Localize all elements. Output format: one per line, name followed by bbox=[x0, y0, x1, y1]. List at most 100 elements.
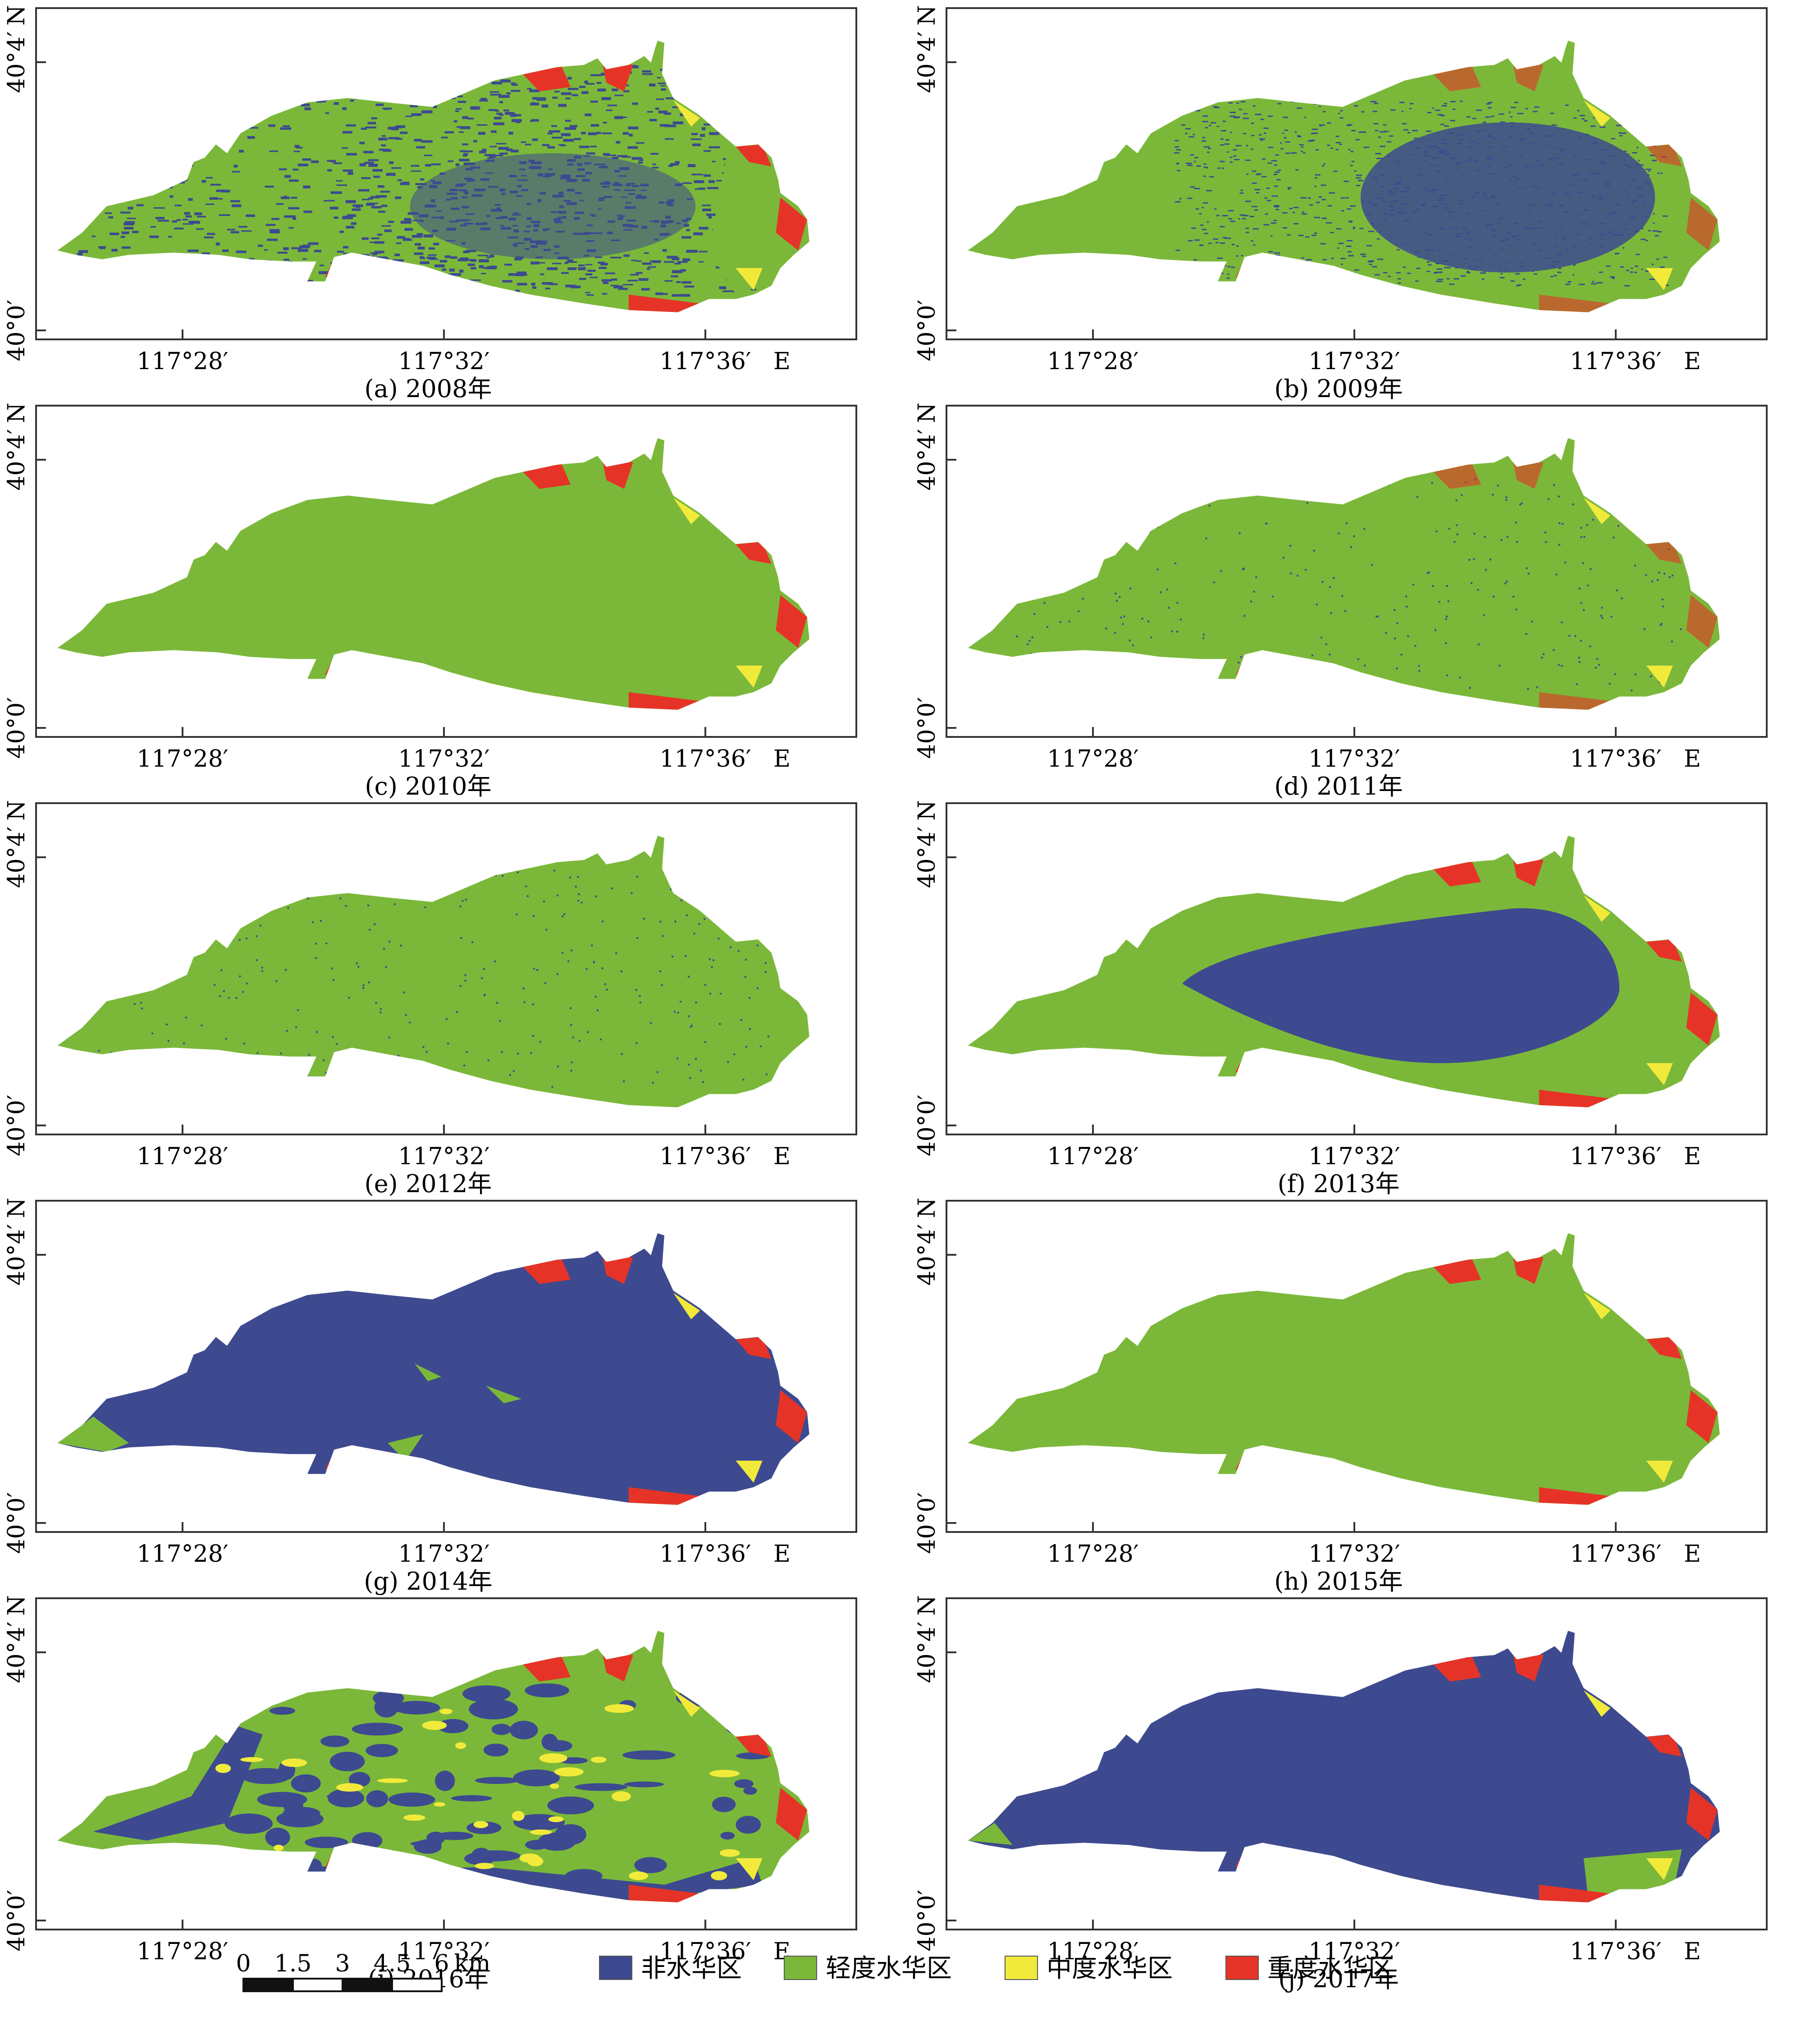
lon-tick-label: 117°28′ bbox=[137, 1143, 228, 1170]
lon-tick-label: 117°28′ bbox=[1047, 1938, 1138, 1965]
lon-tick-label: 117°36′ bbox=[1570, 348, 1661, 375]
legend-label: 中度水华区 bbox=[1047, 1954, 1173, 1983]
lat-tick-label: 40°4′ bbox=[914, 429, 941, 490]
lon-tick-label: 117°32′ bbox=[1308, 1938, 1400, 1965]
legend-item: 轻度水华区 bbox=[784, 1954, 952, 1983]
lat-unit-label: N bbox=[3, 1595, 30, 1616]
lat-tick-label: 40°4′ bbox=[3, 1224, 30, 1285]
lake-map bbox=[57, 1631, 809, 1902]
map-panel-b: 117°28′ 117°32′ 117°36′ E 40°0′ 40°4′ N (b) 200… bbox=[914, 5, 1768, 403]
lon-tick-label: 117°32′ bbox=[1308, 1541, 1400, 1568]
lon-unit-label: E bbox=[1684, 1938, 1701, 1965]
map-panel-a: 117°28′ 117°32′ 117°36′ E 40°0′ 40°4′ N (a) 200… bbox=[3, 5, 857, 403]
lon-unit-label: E bbox=[773, 1541, 791, 1568]
lon-unit-label: E bbox=[1684, 1143, 1701, 1170]
lon-tick-label: 117°32′ bbox=[1308, 348, 1400, 375]
map-panel-c: 117°28′ 117°32′ 117°36′ E 40°0′ 40°4′ N (c) 201… bbox=[3, 402, 857, 800]
lon-unit-label: E bbox=[1684, 745, 1701, 773]
lat-tick-label: 40°0′ bbox=[914, 1889, 941, 1951]
lat-unit-label: N bbox=[914, 402, 941, 423]
lon-tick-label: 117°36′ bbox=[659, 1938, 751, 1965]
scale-bar: 0 1.5 3 4.5 6 km bbox=[236, 1950, 491, 1992]
lon-unit-label: E bbox=[1684, 348, 1701, 375]
lon-tick-label: 117°36′ bbox=[659, 348, 751, 375]
lon-tick-label: 117°36′ bbox=[1570, 1143, 1661, 1170]
lake-map bbox=[968, 41, 1720, 312]
lake-map bbox=[57, 438, 809, 710]
lon-tick-label: 117°28′ bbox=[1047, 1143, 1138, 1170]
scale-tick-label: 4.5 bbox=[374, 1950, 411, 1977]
lon-tick-label: 117°28′ bbox=[137, 1938, 228, 1965]
lake-map bbox=[57, 1233, 809, 1505]
panel-caption: (g) 2014年 bbox=[364, 1567, 492, 1596]
lon-tick-label: 117°32′ bbox=[398, 348, 489, 375]
lon-tick-label: 117°36′ bbox=[659, 1541, 751, 1568]
legend-item: 非水华区 bbox=[599, 1954, 742, 1983]
lat-unit-label: N bbox=[3, 800, 30, 821]
lat-tick-label: 40°4′ bbox=[3, 31, 30, 93]
panel-caption: (b) 2009年 bbox=[1274, 375, 1403, 403]
legend-item: 中度水华区 bbox=[1005, 1954, 1173, 1983]
lon-tick-label: 117°32′ bbox=[398, 745, 489, 773]
lat-tick-label: 40°0′ bbox=[3, 1889, 30, 1951]
panel-caption: (c) 2010年 bbox=[365, 772, 492, 800]
lat-unit-label: N bbox=[3, 5, 30, 26]
lat-unit-label: N bbox=[3, 1198, 30, 1218]
lon-unit-label: E bbox=[1684, 1541, 1701, 1568]
scale-tick-label: 6 bbox=[434, 1950, 449, 1977]
lat-tick-label: 40°4′ bbox=[3, 826, 30, 888]
lon-tick-label: 117°32′ bbox=[398, 1938, 489, 1965]
lon-unit-label: E bbox=[773, 1143, 791, 1170]
lat-tick-label: 40°0′ bbox=[914, 299, 941, 361]
legend-swatch bbox=[1225, 1956, 1259, 1980]
panel-caption: (f) 2013年 bbox=[1278, 1170, 1400, 1198]
lat-tick-label: 40°0′ bbox=[914, 697, 941, 759]
legend-label: 重度水华区 bbox=[1267, 1954, 1394, 1983]
lon-tick-label: 117°28′ bbox=[137, 348, 228, 375]
lake-water-area bbox=[57, 1631, 809, 1902]
map-panel-d: 117°28′ 117°32′ 117°36′ E 40°0′ 40°4′ N (d) 201… bbox=[914, 402, 1768, 800]
lake-map bbox=[968, 1233, 1720, 1505]
lon-tick-label: 117°28′ bbox=[137, 1541, 228, 1568]
legend-swatch bbox=[784, 1956, 817, 1980]
lon-tick-label: 117°32′ bbox=[398, 1143, 489, 1170]
panel-caption: (e) 2012年 bbox=[365, 1170, 492, 1198]
lat-tick-label: 40°0′ bbox=[3, 1492, 30, 1554]
lon-tick-label: 117°28′ bbox=[137, 745, 228, 773]
lake-water-area bbox=[968, 1233, 1720, 1505]
map-panel-f: 117°28′ 117°32′ 117°36′ E 40°0′ 40°4′ N (f) 201… bbox=[914, 800, 1768, 1198]
scale-tick-label: 0 bbox=[236, 1950, 251, 1977]
map-panel-j: 117°28′ 117°32′ 117°36′ E 40°0′ 40°4′ N (j) 201… bbox=[914, 1595, 1768, 1993]
scale-unit-label: km bbox=[454, 1950, 491, 1977]
legend-label: 轻度水华区 bbox=[826, 1954, 952, 1983]
legend-label: 非水华区 bbox=[641, 1954, 742, 1983]
lake-map bbox=[968, 438, 1720, 710]
legend-swatch bbox=[599, 1956, 632, 1980]
lon-tick-label: 117°32′ bbox=[398, 1541, 489, 1568]
panel-caption: (d) 2011年 bbox=[1274, 772, 1403, 800]
lat-tick-label: 40°0′ bbox=[3, 1094, 30, 1156]
scale-tick-label: 1.5 bbox=[274, 1950, 312, 1977]
lon-tick-label: 117°32′ bbox=[1308, 745, 1400, 773]
lake-water-area bbox=[968, 438, 1720, 710]
lon-tick-label: 117°36′ bbox=[659, 1143, 751, 1170]
lon-tick-label: 117°28′ bbox=[1047, 1541, 1138, 1568]
scale-bar-segment bbox=[242, 1978, 294, 1992]
lat-unit-label: N bbox=[3, 402, 30, 423]
lat-tick-label: 40°4′ bbox=[914, 31, 941, 93]
lake-water-area bbox=[57, 1233, 809, 1505]
lon-tick-label: 117°28′ bbox=[1047, 348, 1138, 375]
lat-tick-label: 40°0′ bbox=[3, 299, 30, 361]
lat-tick-label: 40°4′ bbox=[3, 1621, 30, 1683]
panel-caption: (a) 2008年 bbox=[365, 375, 492, 403]
panel-caption: (j) 2017年 bbox=[1278, 1965, 1399, 1993]
panel-caption: (h) 2015年 bbox=[1274, 1567, 1403, 1596]
scale-bar-segment bbox=[342, 1978, 393, 1992]
lake-water-area bbox=[57, 836, 809, 1107]
lat-tick-label: 40°0′ bbox=[914, 1492, 941, 1554]
lat-tick-label: 40°0′ bbox=[914, 1094, 941, 1156]
lake-water-area bbox=[57, 438, 809, 710]
map-panel-i: 117°28′117°32′117°36′E40°0′40°4′N(i) 201… bbox=[3, 1595, 857, 1993]
lon-tick-label: 117°36′ bbox=[1570, 745, 1661, 773]
